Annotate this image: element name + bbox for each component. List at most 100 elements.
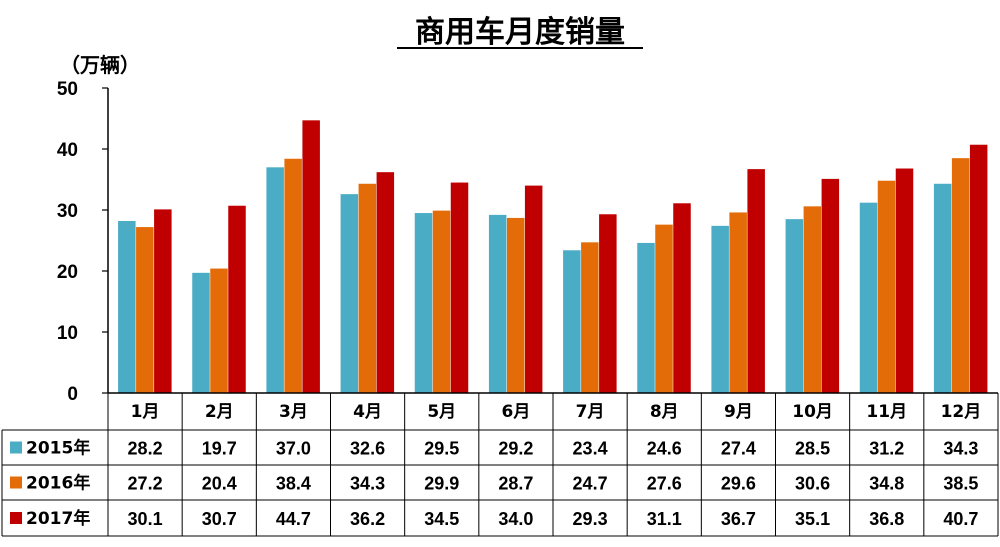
bar — [599, 214, 617, 393]
table-cell: 44.7 — [276, 509, 311, 529]
table-cell: 29.2 — [498, 439, 533, 459]
table-cell: 34.3 — [350, 474, 385, 494]
legend-swatch — [10, 476, 22, 489]
x-tick-label: 7月 — [576, 402, 605, 422]
y-tick-label: 20 — [57, 262, 78, 283]
y-tick-label: 30 — [57, 201, 78, 222]
bar — [563, 250, 581, 393]
bar — [266, 167, 284, 393]
x-tick-label: 3月 — [279, 402, 308, 422]
x-tick-label: 11月 — [866, 402, 907, 422]
table-cell: 35.1 — [795, 509, 830, 529]
bar — [192, 272, 210, 393]
bar — [859, 202, 878, 393]
table-cell: 40.7 — [943, 509, 978, 529]
table-cell: 31.2 — [869, 439, 904, 459]
y-axis-unit-label: （万辆） — [60, 53, 140, 77]
x-tick-label: 4月 — [353, 402, 382, 422]
table-cell: 28.5 — [795, 439, 830, 459]
x-tick-label: 6月 — [501, 402, 530, 422]
x-tick-label: 12月 — [941, 402, 982, 422]
x-tick-label: 1月 — [131, 402, 160, 422]
table-cell: 36.7 — [721, 509, 756, 529]
bar — [376, 172, 395, 393]
bar — [228, 205, 246, 393]
y-tick-label: 0 — [67, 384, 78, 405]
table-cell: 29.3 — [573, 509, 608, 529]
chart-title: 商用车月度销量 — [415, 15, 625, 50]
bar — [524, 185, 543, 393]
bar — [450, 182, 469, 393]
table-cell: 24.6 — [647, 439, 682, 459]
y-tick-label: 50 — [57, 79, 78, 100]
table-cell: 38.5 — [943, 474, 978, 494]
y-tick-label: 40 — [57, 140, 78, 161]
bar — [821, 178, 840, 393]
table-cell: 32.6 — [350, 439, 385, 459]
table-cell: 34.3 — [943, 439, 978, 459]
bar — [877, 180, 896, 393]
data-table: 1月 2月 3月 4月 5月 6月 7月 8月 9月 10月 11月 12月 2015年 28.2 19.7… — [1, 392, 999, 537]
table-cell: 27.4 — [721, 439, 756, 459]
table-cell: 34.5 — [424, 509, 459, 529]
bar — [432, 210, 451, 393]
bar — [414, 213, 433, 393]
table-cell: 36.2 — [350, 509, 385, 529]
bar — [711, 225, 729, 393]
bar — [302, 120, 320, 393]
bar — [488, 214, 507, 393]
x-tick-label: 10月 — [792, 402, 833, 422]
table-cell: 23.4 — [573, 439, 608, 459]
bar — [803, 206, 822, 393]
table-cell: 38.4 — [276, 474, 311, 494]
table-cell: 20.4 — [202, 474, 237, 494]
table-cell: 28.2 — [128, 439, 163, 459]
bar — [637, 242, 655, 393]
x-tick-label: 2月 — [205, 402, 234, 422]
bar — [136, 227, 154, 393]
bar — [951, 158, 970, 393]
table-cell: 34.8 — [869, 474, 904, 494]
series-label: 2015年 — [26, 438, 90, 459]
bar — [340, 194, 359, 393]
legend-swatch — [10, 512, 22, 524]
bar — [655, 224, 673, 393]
bar — [506, 217, 525, 393]
table-cell: 34.0 — [498, 509, 533, 529]
bar — [284, 158, 302, 393]
bar — [747, 169, 765, 393]
bar — [118, 220, 136, 393]
bar — [673, 203, 691, 393]
bar — [785, 219, 804, 393]
legend-swatch — [10, 441, 22, 454]
bar — [581, 242, 599, 393]
bar — [210, 268, 228, 393]
bar — [933, 183, 952, 393]
table-cell: 29.6 — [721, 474, 756, 494]
bar — [358, 183, 377, 393]
table-cell: 28.7 — [498, 474, 533, 494]
table-cell: 29.5 — [424, 439, 459, 459]
x-tick-label: 5月 — [427, 402, 456, 422]
bar — [729, 212, 747, 393]
series-label: 2016年 — [26, 473, 90, 494]
table-cell: 29.9 — [424, 474, 459, 494]
table-cell: 31.1 — [647, 509, 682, 529]
y-tick-label: 10 — [57, 323, 78, 344]
table-cell: 30.7 — [202, 509, 237, 529]
plot-area: 0 10 20 30 40 50 — [57, 79, 988, 405]
table-cell: 36.8 — [869, 509, 904, 529]
bar — [154, 209, 172, 393]
series-label: 2017年 — [26, 508, 90, 529]
table-cell: 30.6 — [795, 474, 830, 494]
bar — [969, 144, 988, 393]
table-cell: 30.1 — [128, 509, 163, 529]
table-cell: 37.0 — [276, 439, 311, 459]
table-cell: 24.7 — [573, 474, 608, 494]
table-cell: 19.7 — [202, 439, 237, 459]
bar — [895, 168, 914, 393]
x-tick-label: 8月 — [650, 402, 679, 422]
x-tick-label: 9月 — [724, 402, 753, 422]
table-cell: 27.2 — [128, 474, 163, 494]
